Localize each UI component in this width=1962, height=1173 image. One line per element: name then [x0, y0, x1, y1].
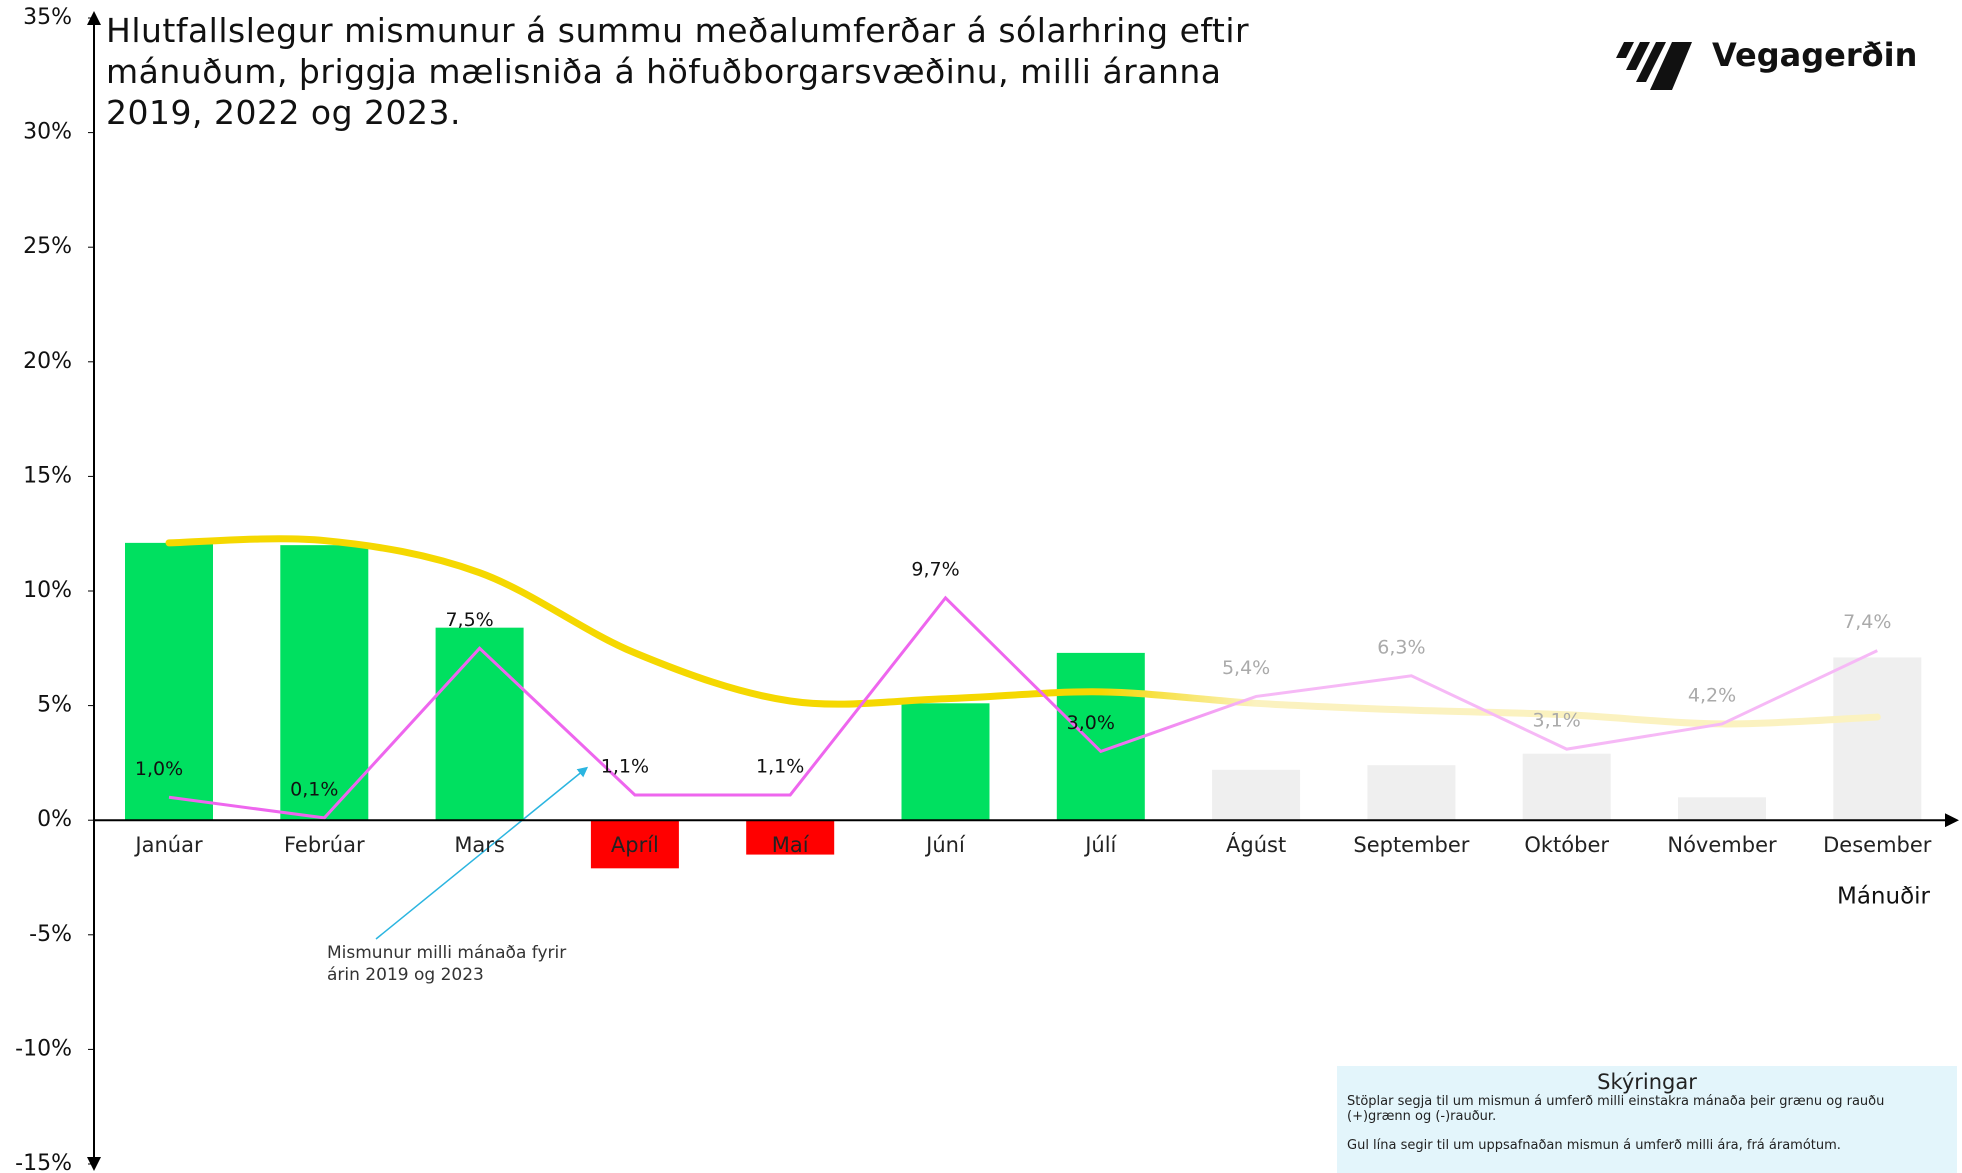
x-tick-label: September [1353, 833, 1469, 857]
y-tick-label: 25% [23, 234, 72, 259]
x-tick-label: Mars [454, 833, 505, 857]
bar [435, 627, 524, 821]
bar [901, 703, 990, 821]
data-label: 9,7% [911, 558, 959, 580]
x-tick-label: Febrúar [284, 833, 365, 857]
x-tick-label: Apríl [611, 833, 659, 857]
data-label: 5,4% [1222, 657, 1270, 679]
x-tick-label: Desember [1823, 833, 1932, 857]
annotation: Mismunur milli mánaða fyrir árin 2019 og… [327, 943, 567, 985]
bar [1678, 797, 1766, 821]
notes-line: Stöplar segja til um mismun á umferð mil… [1347, 1094, 1885, 1124]
line [168, 595, 1878, 820]
y-tick-label: -5% [29, 922, 72, 947]
x-axis-label: Mánuðir [1837, 884, 1931, 910]
data-label: 6,3% [1377, 636, 1425, 658]
x-tick-label: Maí [772, 833, 810, 857]
y-tick-label: 15% [23, 463, 72, 488]
y-tick-label: -15% [15, 1151, 72, 1173]
x-tick-label: Júní [924, 833, 966, 857]
x-tick-label: Október [1524, 833, 1609, 857]
x-tick-label: Janúar [133, 833, 203, 857]
data-label: 1,1% [756, 755, 804, 777]
bar [125, 542, 213, 821]
x-tick-label: Ágúst [1226, 832, 1286, 857]
data-label: 1,1% [601, 755, 649, 777]
bar [1367, 765, 1456, 821]
logo: Vegagerðin [1616, 36, 1917, 90]
data-label: 3,1% [1533, 710, 1581, 732]
notes-line: Gul lína segir til um uppsafnaðan mismun… [1347, 1138, 1841, 1153]
data-label: 0,1% [290, 778, 338, 800]
x-tick-label: Nóvember [1667, 833, 1777, 857]
y-tick-label: 0% [37, 807, 72, 832]
notes-box: Skýringar Stöplar segja til um mismun á … [1337, 1066, 1957, 1173]
data-label: 3,0% [1067, 712, 1115, 734]
data-label: 4,2% [1688, 684, 1736, 706]
y-tick-label: -10% [15, 1036, 72, 1061]
x-tick-label: Júlí [1083, 833, 1117, 857]
data-label: 1,0% [135, 758, 183, 780]
annotation-arrow [375, 766, 589, 940]
y-tick-label: 20% [23, 349, 72, 374]
chart-title: Hlutfallslegur mismunur á summu meðalumf… [106, 11, 1250, 132]
y-tick-label: 5% [37, 693, 72, 718]
bar [590, 820, 679, 869]
logo-text: Vegagerðin [1712, 36, 1917, 74]
bar [1833, 657, 1922, 821]
y-tick-label: 30% [23, 120, 72, 145]
bar [1522, 753, 1611, 821]
data-label: 7,5% [445, 609, 493, 631]
bar [1056, 652, 1145, 821]
bar [280, 545, 369, 821]
bar [1212, 769, 1301, 821]
y-tick-label: 35% [23, 5, 72, 30]
trend-curve [165, 535, 1881, 728]
data-label: 7,4% [1843, 611, 1891, 633]
bar [746, 820, 835, 855]
notes-title: Skýringar [1597, 1070, 1697, 1094]
y-tick-label: 10% [23, 578, 72, 603]
